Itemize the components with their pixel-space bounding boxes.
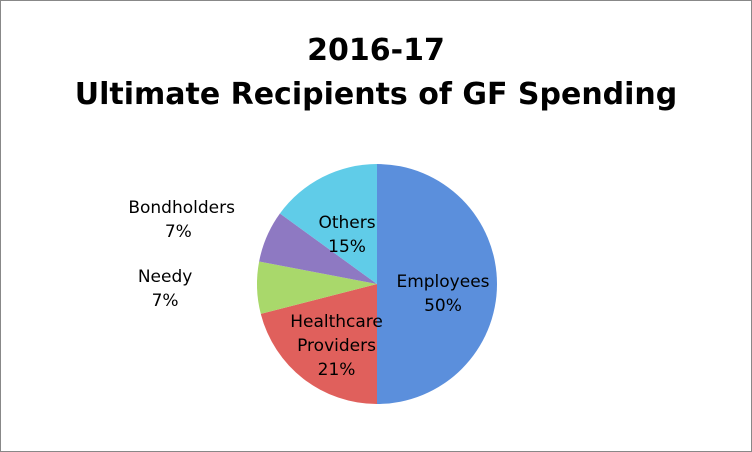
value-label: 50%: [424, 296, 462, 316]
category-label: Employees: [396, 272, 490, 292]
pie-slice: [257, 261, 377, 314]
value-label: 7%: [151, 291, 179, 312]
category-label: Bondholders: [128, 197, 235, 218]
pie-slice: [279, 164, 377, 284]
category-label: Needy: [137, 267, 193, 288]
value-label: 15%: [328, 237, 366, 258]
pie-slice: [259, 213, 377, 284]
slice-label: Others 15%: [277, 211, 417, 259]
title-line: Ultimate Recipients of GF Spending: [74, 77, 678, 112]
pie-slice: [260, 284, 377, 405]
value-label: 7%: [164, 221, 192, 242]
slice-label: Needy 7%: [115, 265, 215, 313]
value-label: 21%: [317, 360, 356, 381]
title-line: 2016-17: [307, 33, 445, 68]
slice-label: Bondholders 7%: [128, 196, 235, 244]
slice-label: Healthcare Providers 21%: [267, 310, 407, 382]
slice-label: Employees 50%: [373, 270, 513, 318]
category-label: Healthcare Providers: [290, 312, 383, 357]
pie-slice: [377, 164, 497, 404]
chart-title: 2016-17 Ultimate Recipients of GF Spendi…: [1, 29, 751, 117]
category-label: Others: [318, 213, 376, 234]
